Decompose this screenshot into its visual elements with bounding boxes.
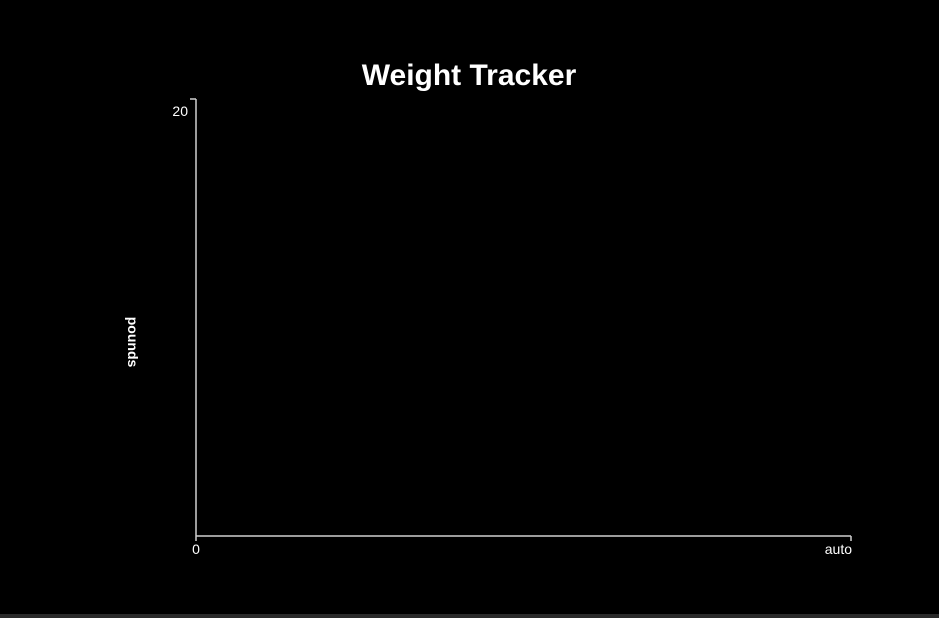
x-tick-label-end: auto <box>825 541 852 557</box>
y-axis-label: pounds <box>125 317 141 368</box>
chart-title: Weight Tracker <box>362 59 577 92</box>
y-tick-label-top: 20 <box>172 103 188 119</box>
x-tick-label-start: 0 <box>192 541 200 557</box>
bottom-bar <box>0 614 939 618</box>
